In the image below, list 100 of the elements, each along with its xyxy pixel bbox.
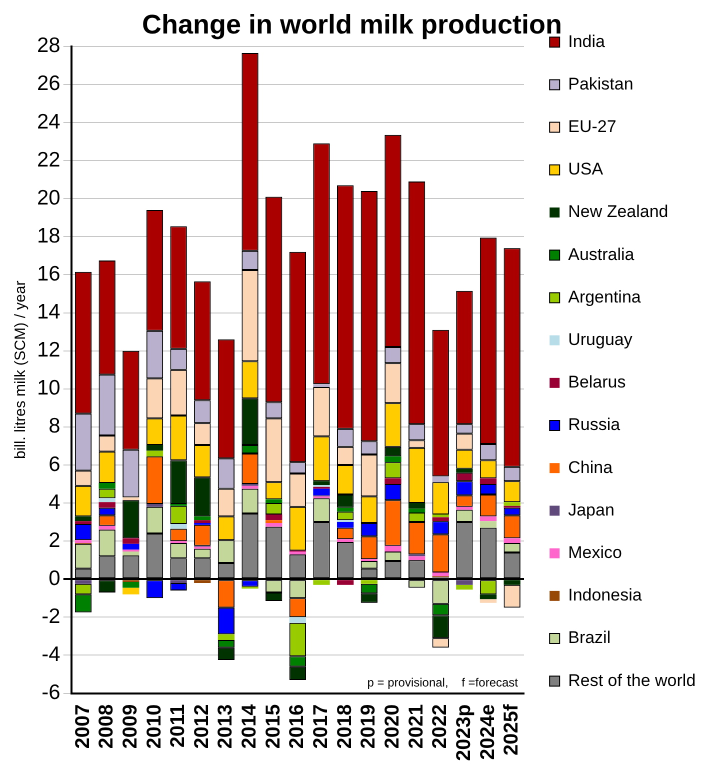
bar xyxy=(98,483,116,489)
y-tick-label: 14 xyxy=(37,300,61,324)
legend-label: Russia xyxy=(568,415,621,434)
bar xyxy=(74,580,92,584)
bar xyxy=(122,538,140,544)
x-tick-label: 2012 xyxy=(190,704,213,749)
legend-label: Indonesia xyxy=(568,586,642,605)
legend-label: Pakistan xyxy=(568,74,634,94)
y-tick-label: 2 xyxy=(48,528,60,552)
bar xyxy=(336,539,354,542)
bar xyxy=(122,588,140,594)
x-tick-label: 2023p xyxy=(452,704,475,762)
bar xyxy=(122,552,140,556)
bar xyxy=(266,523,282,527)
bar xyxy=(456,468,473,473)
bar xyxy=(313,384,330,387)
y-tick-label: 6 xyxy=(48,452,60,476)
y-tick-label: 26 xyxy=(37,72,60,96)
bar xyxy=(384,478,402,484)
bar xyxy=(456,584,473,590)
bar xyxy=(313,481,330,485)
y-tick-label: -2 xyxy=(42,604,60,628)
x-tick-label: 2022 xyxy=(429,704,452,749)
bar xyxy=(480,599,497,603)
x-tick-label: 2025f xyxy=(500,704,523,756)
x-tick-label: 2019 xyxy=(358,704,380,749)
bar xyxy=(218,634,235,640)
legend-label: USA xyxy=(568,160,604,179)
bar xyxy=(336,580,354,585)
bar xyxy=(504,580,520,585)
bar xyxy=(384,456,402,462)
x-tick-label: 2014 xyxy=(238,703,261,749)
bar xyxy=(336,522,354,528)
y-tick-label: 8 xyxy=(48,414,60,438)
bar xyxy=(336,508,354,512)
x-tick-label: 2018 xyxy=(334,704,356,749)
bar xyxy=(480,594,497,600)
bar xyxy=(170,580,187,583)
bar xyxy=(384,546,402,552)
bar xyxy=(504,538,520,543)
legend-label: New Zealand xyxy=(568,202,668,222)
x-tick-label: 2017 xyxy=(310,704,332,749)
bar xyxy=(146,445,164,451)
x-tick-label: 2021 xyxy=(405,704,428,749)
bar xyxy=(146,504,164,507)
bar xyxy=(266,499,282,504)
legend-label: Mexico xyxy=(568,542,622,562)
bar xyxy=(122,582,140,588)
bar xyxy=(432,572,449,576)
x-tick-label: 2024e xyxy=(476,704,499,760)
bar xyxy=(408,508,426,513)
x-tick-label: 2007 xyxy=(72,704,94,749)
x-tick-label: 2010 xyxy=(143,704,166,749)
bar xyxy=(408,556,426,560)
legend-label: Brazil xyxy=(568,628,611,648)
bar xyxy=(74,540,92,543)
bar xyxy=(432,514,449,518)
annotation: p = provisional, f =forecast xyxy=(367,676,519,690)
bar xyxy=(74,516,92,522)
legend-label: Argentina xyxy=(568,287,642,306)
bar xyxy=(408,503,426,509)
bar xyxy=(194,580,211,583)
bar xyxy=(289,617,306,623)
y-tick-label: 18 xyxy=(37,224,60,248)
bar xyxy=(194,520,211,524)
bar xyxy=(194,516,211,520)
x-tick-label: 2011 xyxy=(167,704,190,748)
x-tick-label: 2009 xyxy=(119,704,142,749)
bar xyxy=(266,520,282,524)
y-tick-label: 10 xyxy=(37,376,60,400)
bar xyxy=(122,544,140,550)
chart-title: Change in world milk production xyxy=(142,10,562,40)
bar xyxy=(266,514,282,520)
y-tick-label: 22 xyxy=(37,148,60,172)
legend-label: Rest of the world xyxy=(568,670,696,690)
y-tick-label: 12 xyxy=(37,338,60,362)
y-tick-label: -4 xyxy=(42,643,61,666)
legend-label: India xyxy=(568,32,606,51)
x-tick-label: 2016 xyxy=(286,704,308,749)
bar xyxy=(146,450,164,456)
legend-label: Belarus xyxy=(568,372,626,392)
legend-label: China xyxy=(568,458,614,477)
bar xyxy=(98,498,116,502)
bar xyxy=(98,502,116,508)
y-axis-title: bill. litres milk (SCM) / year xyxy=(12,280,30,460)
y-tick-label: 16 xyxy=(37,262,60,286)
bar xyxy=(432,476,449,482)
legend-label: EU-27 xyxy=(568,116,616,136)
y-tick-label: -6 xyxy=(42,681,60,704)
x-tick-label: 2020 xyxy=(381,704,404,749)
bar xyxy=(289,552,306,554)
bar xyxy=(480,516,497,522)
y-tick-label: 28 xyxy=(37,34,60,58)
legend-label: Australia xyxy=(568,244,635,264)
y-tick-label: 24 xyxy=(37,110,61,134)
legend-label: Japan xyxy=(568,500,614,520)
bar xyxy=(432,517,449,522)
bar xyxy=(170,524,187,529)
y-tick-label: 0 xyxy=(48,566,60,590)
y-tick-label: 20 xyxy=(37,186,60,210)
